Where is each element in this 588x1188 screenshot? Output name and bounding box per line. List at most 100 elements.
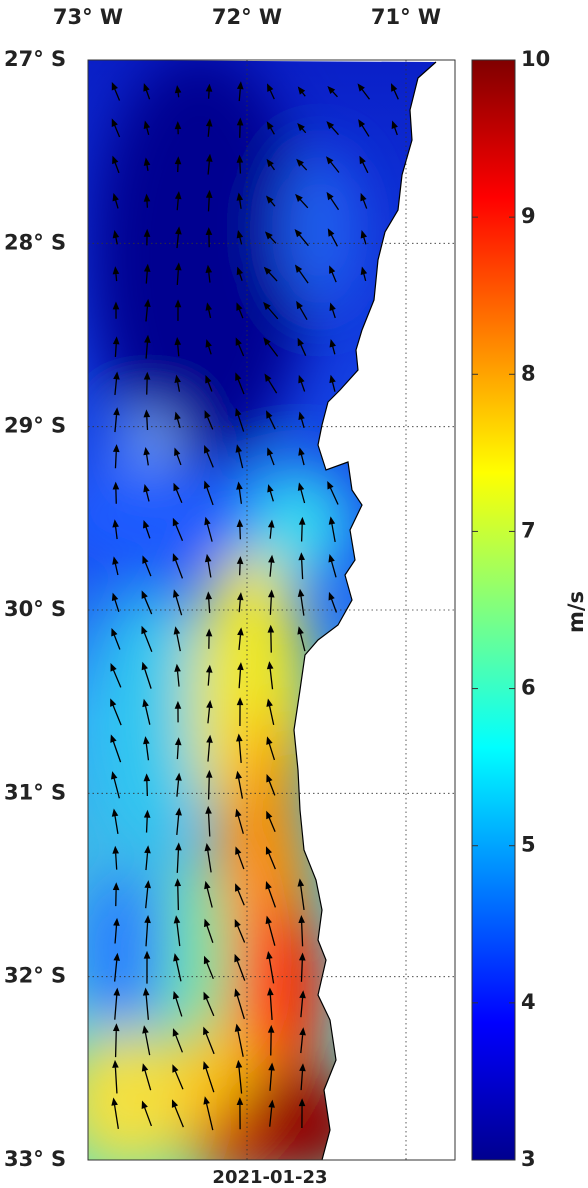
wind-arrow [172,990,183,1017]
wind-arrow [174,121,182,135]
wind-arrow [265,915,276,946]
wind-arrow [174,374,181,392]
wind-arrow [329,374,336,392]
wind-arrow [294,229,309,247]
wind-arrow [236,519,244,540]
colorbar-tick-label: 3 [521,1147,536,1171]
wind-arrow [391,120,398,136]
lon-tick-label: 73° W [53,5,123,29]
wind-arrow [205,591,213,613]
wind-arrow [206,153,213,175]
wind-arrow [205,805,212,837]
wind-arrow [298,915,305,947]
wind-arrow [203,1026,215,1055]
wind-arrow [236,733,243,763]
wind-arrow [112,336,120,357]
wind-arrow [329,265,337,283]
wind-arrow [298,374,306,392]
wind-arrow [142,987,150,1020]
wind-arrow [175,842,182,873]
wind-arrow [266,410,276,430]
wind-arrow [112,155,120,174]
wind-arrow [143,950,151,984]
wind-arrow [328,591,338,613]
wind-arrow [174,700,182,723]
wind-arrow [110,663,122,688]
wind-arrow [299,1063,306,1091]
speed-blob [90,60,310,470]
wind-arrow [203,991,215,1017]
wind-arrow [143,736,150,761]
wind-arrow [267,589,275,615]
wind-vectors [110,81,399,1131]
wind-arrow [206,699,213,724]
wind-arrow [264,373,278,394]
wind-arrow [204,880,213,908]
wind-arrow [112,301,120,319]
wind-arrow [267,624,275,653]
wind-arrow [174,737,182,760]
wind-arrow [236,81,244,102]
wind-arrow [142,555,152,577]
wind-arrow [234,918,246,943]
wind-arrow [172,517,184,541]
speed-blob [190,1120,270,1160]
wind-arrow [234,988,245,1020]
speed-blob [88,870,165,1030]
lon-tick-label: 71° W [371,5,441,29]
wind-arrow [236,481,243,504]
wind-arrow [266,774,276,796]
wind-arrow [113,952,121,982]
wind-arrow [265,846,276,870]
wind-arrow [143,483,150,502]
wind-arrow [174,191,182,211]
wind-arrow [298,552,305,580]
wind-arrow [359,155,369,174]
wind-arrow [264,231,277,244]
wind-arrow [299,990,306,1018]
wind-arrow [113,407,120,433]
wind-arrow [295,193,309,209]
wind-arrow [236,1097,244,1130]
wind-arrow [174,447,182,466]
colorbar [471,59,516,1161]
wind-arrow [298,952,306,982]
wind-arrow [112,481,120,504]
wind-arrow [296,158,308,171]
lat-tick-label: 30° S [4,597,66,621]
colorbar-tick-label: 10 [521,47,550,71]
wind-arrow [204,553,212,578]
wind-arrow [328,554,337,578]
wind-arrow [175,807,182,835]
wind-arrow [236,154,244,174]
wind-arrow [202,1061,215,1093]
wind-arrow [143,120,151,135]
wind-arrow [268,554,275,577]
colorbar-tick-label: 6 [521,676,536,700]
wind-arrow [144,845,151,871]
wind-arrow [235,407,245,432]
wind-arrow [205,628,213,649]
wind-arrow [203,480,214,506]
wind-arrow [236,592,244,613]
wind-arrow [235,808,244,834]
wind-arrow [171,1099,184,1128]
lat-tick-label: 28° S [4,230,66,254]
wind-arrow [266,661,274,690]
wind-arrow [113,987,121,1020]
wind-arrow [328,516,336,543]
wind-arrow [143,371,151,395]
wind-arrow [141,625,153,652]
wind-arrow [263,301,279,320]
wind-arrow [360,230,368,245]
wind-arrow [144,298,151,322]
wind-arrow [205,227,213,248]
labels: 73° W 72° W 71° W 27° S 28° S 29° S 30° S 31° S… [4,5,588,1171]
wind-arrow [327,228,338,247]
wind-arrow [298,1098,306,1129]
wind-arrow [172,553,184,579]
wind-arrow [297,86,306,97]
wind-arrow [112,1023,120,1058]
wind-arrow [235,444,244,469]
